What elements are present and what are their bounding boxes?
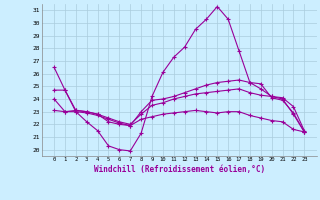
X-axis label: Windchill (Refroidissement éolien,°C): Windchill (Refroidissement éolien,°C) <box>94 165 265 174</box>
